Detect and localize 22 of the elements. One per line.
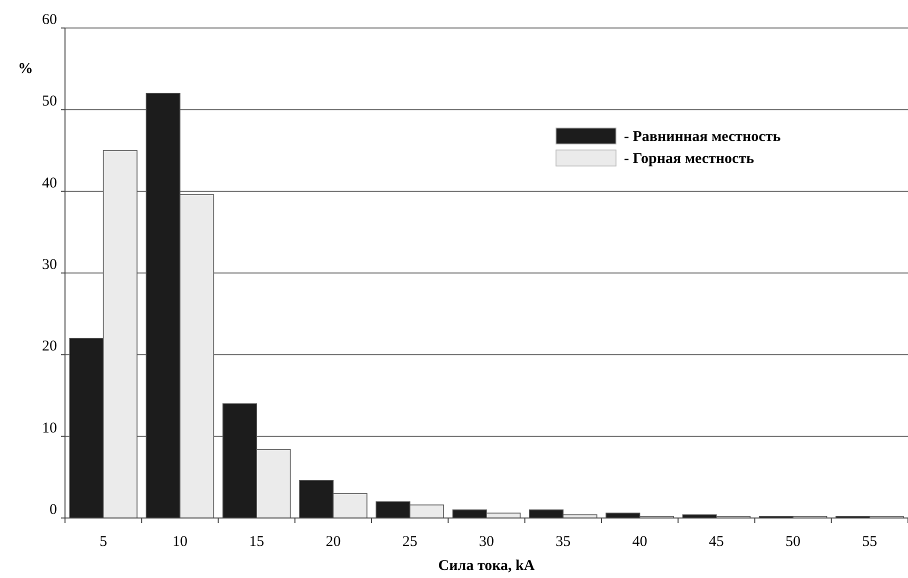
x-tick-label: 25 <box>402 534 418 550</box>
x-tick-label: 30 <box>479 534 494 550</box>
x-tick-label: 15 <box>249 534 264 550</box>
x-tick-label: 5 <box>100 534 108 550</box>
y-tick-label: 40 <box>42 175 57 192</box>
x-tick-label: 10 <box>172 534 188 550</box>
x-tick-label: 45 <box>708 534 724 550</box>
x-axis-title: Сила тока, kA <box>438 558 535 574</box>
y-axis-title: % <box>18 61 33 77</box>
x-tick-label: 50 <box>786 534 801 550</box>
x-tick-label: 55 <box>862 534 878 550</box>
y-tick-label: 10 <box>42 420 57 436</box>
legend-label: - Равнинная местность <box>624 129 781 145</box>
x-tick-label: 40 <box>632 534 648 550</box>
y-tick-label: 30 <box>42 257 57 273</box>
y-tick-label: 50 <box>42 94 57 110</box>
y-tick-label: 0 <box>50 502 57 518</box>
x-tick-label: 20 <box>326 534 341 550</box>
x-tick-label: 35 <box>556 534 571 550</box>
y-tick-label: 60 <box>42 12 57 28</box>
y-tick-label: 20 <box>42 338 57 355</box>
legend-label: - Горная местность <box>624 151 754 167</box>
